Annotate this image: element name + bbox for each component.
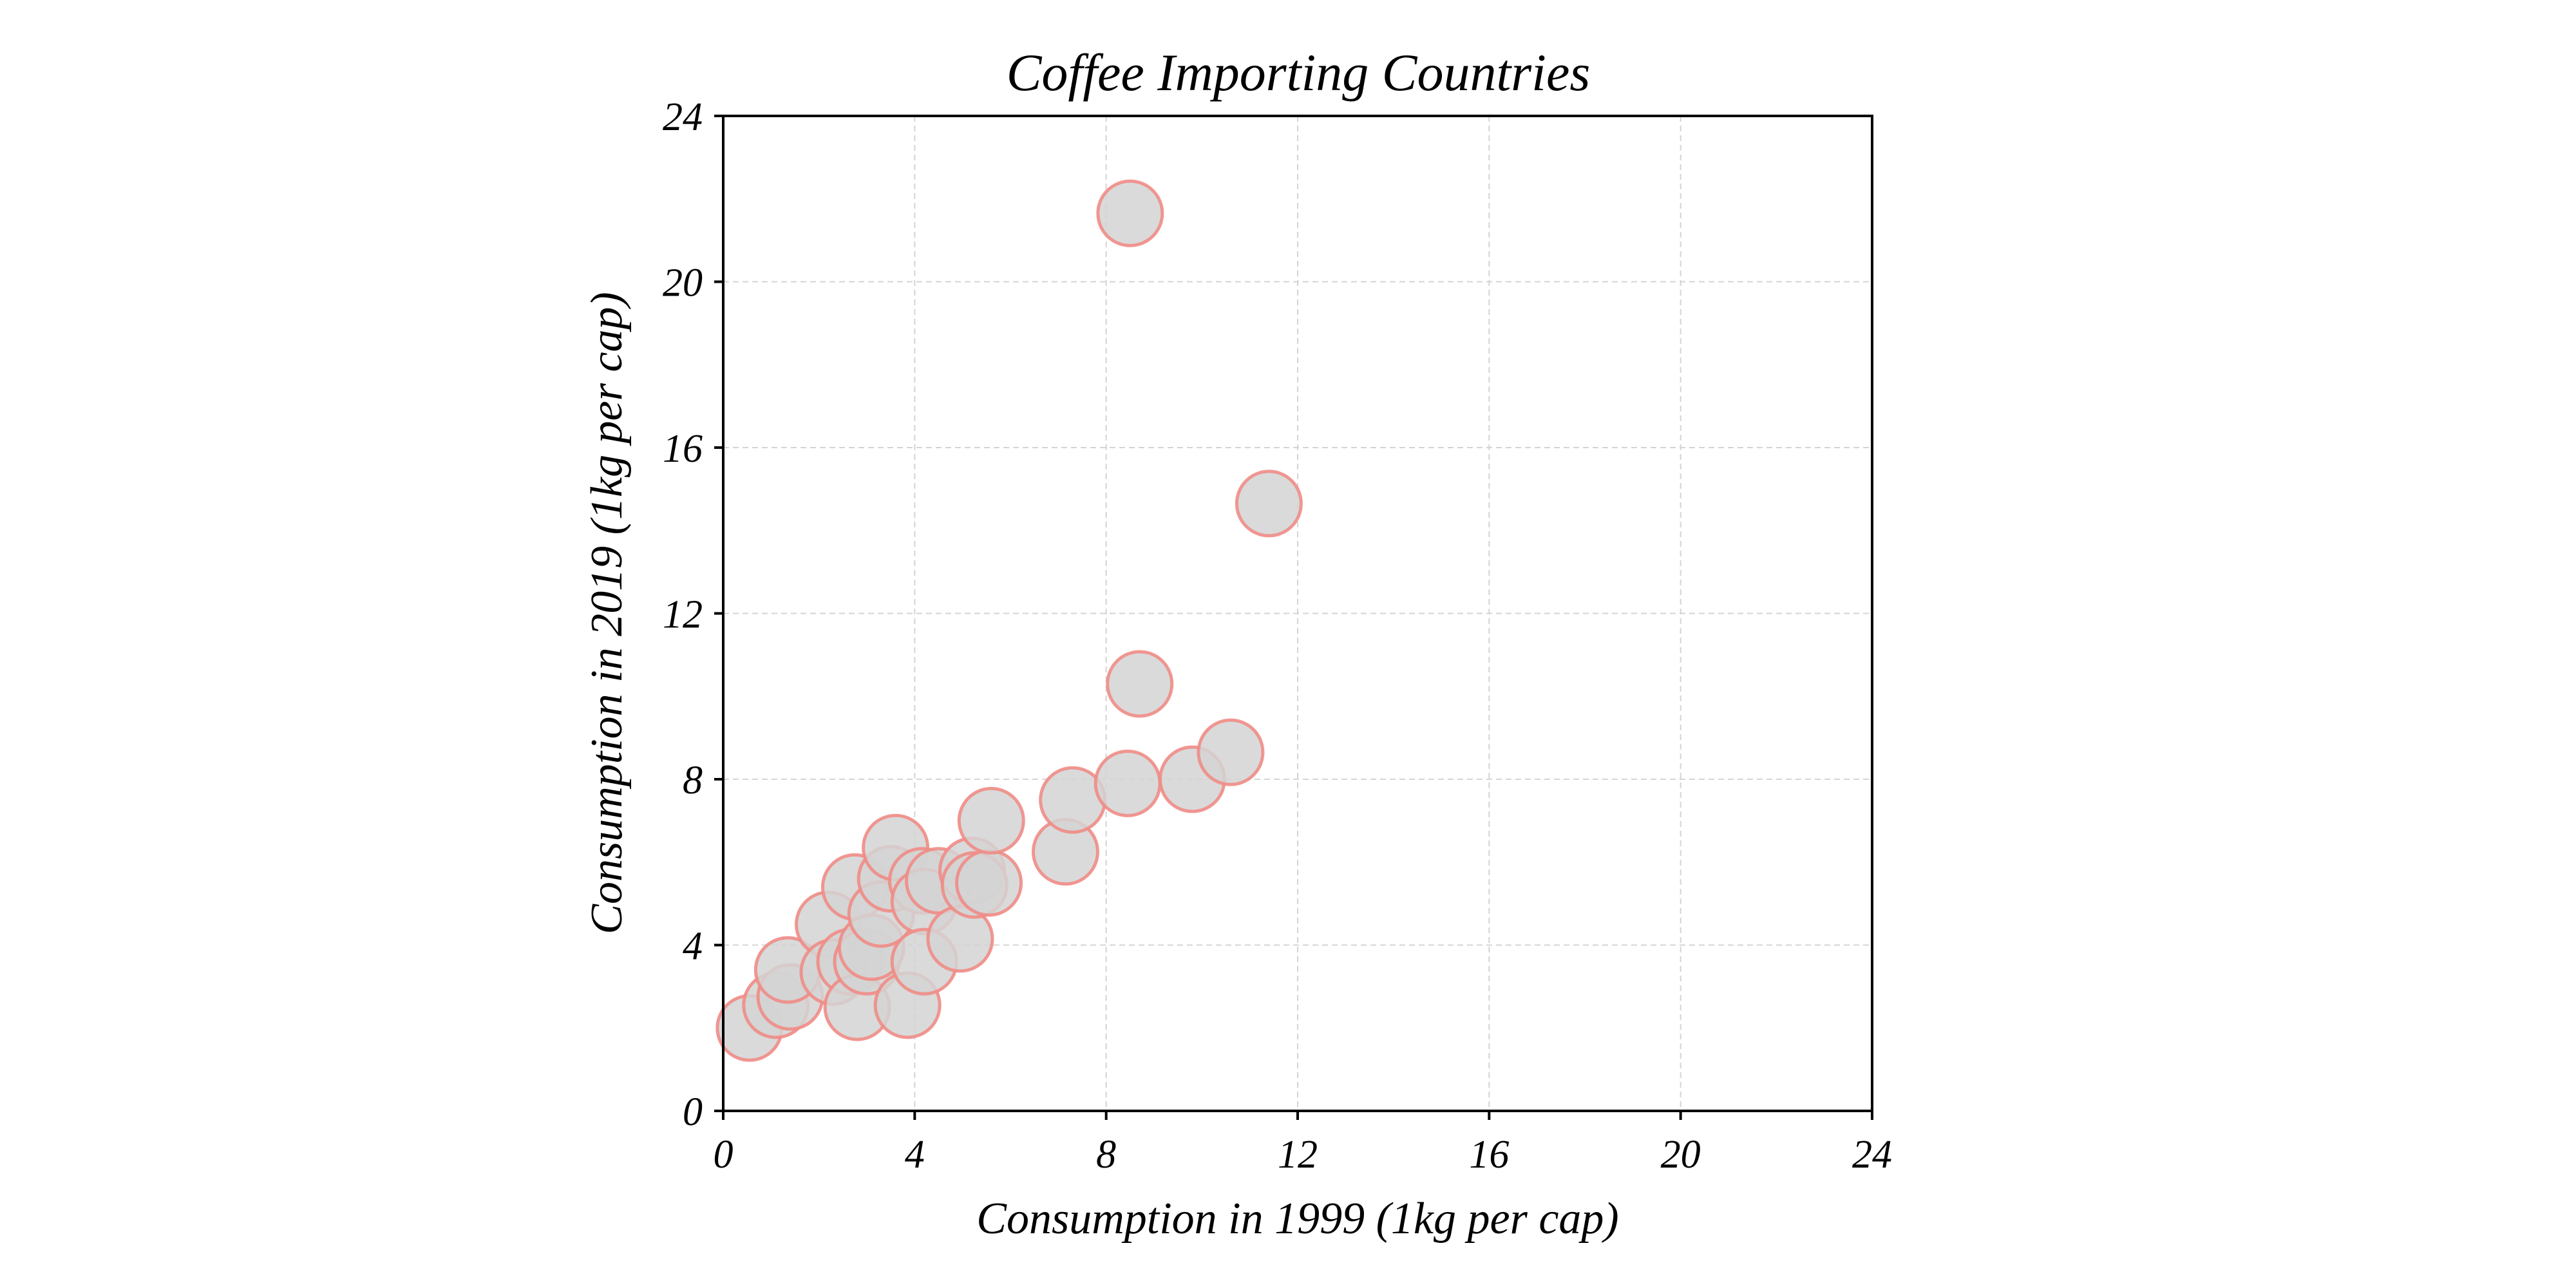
- scatter-point: [1096, 179, 1164, 247]
- y-axis-title: Consumption in 2019 (1kg per cap): [582, 292, 632, 934]
- chart-title: Coffee Importing Countries: [1007, 43, 1591, 102]
- y-tick-label: 24: [663, 95, 703, 139]
- y-tick-label: 16: [663, 427, 703, 471]
- y-tick-label: 0: [683, 1090, 703, 1134]
- scatter-points: [715, 179, 1303, 1062]
- y-tick-label: 12: [663, 593, 703, 637]
- x-tick-label: 16: [1469, 1133, 1509, 1177]
- y-tick-label: 20: [663, 261, 703, 305]
- y-tick-label: 8: [683, 759, 703, 802]
- x-tick-label: 4: [905, 1133, 925, 1177]
- scatter-point: [957, 786, 1025, 855]
- y-tick-label: 4: [683, 925, 703, 969]
- scatter-point: [1094, 749, 1162, 817]
- scatter-point: [955, 849, 1023, 917]
- x-tick-label: 8: [1096, 1133, 1116, 1177]
- x-axis-title: Consumption in 1999 (1kg per cap): [976, 1194, 1618, 1244]
- scatter-point: [1197, 718, 1265, 786]
- x-tick-label: 0: [714, 1133, 734, 1177]
- x-tick-label: 20: [1661, 1133, 1701, 1177]
- x-tick-label: 12: [1278, 1133, 1318, 1177]
- scatter-point: [1106, 650, 1174, 718]
- scatter-point: [1235, 469, 1303, 538]
- axis-ticks: 0 4 8 12 16 20 24 0 4 8 12 16 20 24: [663, 95, 1892, 1177]
- x-tick-label: 24: [1852, 1133, 1892, 1177]
